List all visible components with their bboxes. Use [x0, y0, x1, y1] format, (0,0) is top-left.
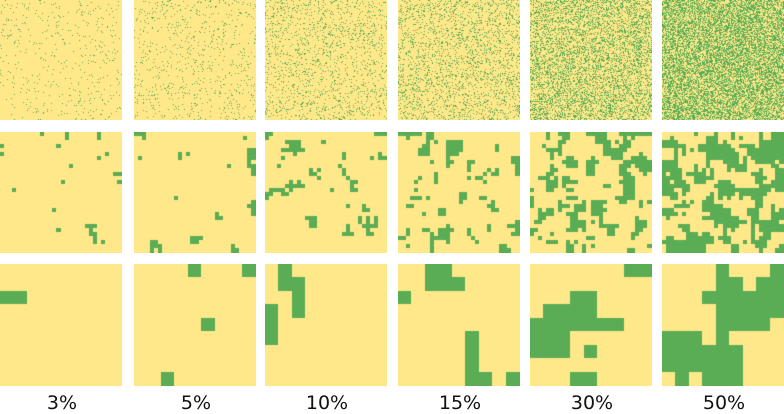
column-label-15pct: 15% — [438, 392, 482, 414]
panel-coarse-15pct — [398, 264, 520, 386]
cluster-map — [134, 264, 256, 386]
panel-medium-3pct — [0, 132, 122, 253]
cluster-map — [265, 132, 387, 253]
cluster-map — [662, 132, 784, 253]
cluster-map — [0, 264, 122, 386]
panel-fine-15pct — [398, 0, 520, 120]
cluster-map — [398, 264, 520, 386]
panel-fine-3pct — [0, 0, 122, 120]
cluster-map — [398, 132, 520, 253]
column-label-3pct: 3% — [46, 392, 78, 414]
panel-medium-15pct — [398, 132, 520, 253]
cluster-map — [0, 0, 122, 120]
cluster-map — [530, 132, 652, 253]
cluster-map — [662, 264, 784, 386]
panel-fine-5pct — [134, 0, 256, 120]
column-label-50pct: 50% — [702, 392, 746, 414]
cluster-map — [134, 0, 256, 120]
panel-medium-50pct — [662, 132, 784, 253]
column-label-5pct: 5% — [180, 392, 212, 414]
cluster-map — [265, 264, 387, 386]
panel-medium-30pct — [530, 132, 652, 253]
cluster-map — [398, 0, 520, 120]
panel-coarse-10pct — [265, 264, 387, 386]
panel-medium-5pct — [134, 132, 256, 253]
panel-fine-30pct — [530, 0, 652, 120]
column-label-10pct: 10% — [305, 392, 349, 414]
panel-coarse-50pct — [662, 264, 784, 386]
column-label-30pct: 30% — [570, 392, 614, 414]
panel-coarse-30pct — [530, 264, 652, 386]
panel-coarse-3pct — [0, 264, 122, 386]
cluster-map — [0, 132, 122, 253]
cluster-map — [530, 0, 652, 120]
panel-fine-50pct — [662, 0, 784, 120]
cluster-map — [265, 0, 387, 120]
cluster-map — [530, 264, 652, 386]
panel-fine-10pct — [265, 0, 387, 120]
cluster-map — [134, 132, 256, 253]
panel-medium-10pct — [265, 132, 387, 253]
panel-coarse-5pct — [134, 264, 256, 386]
cluster-map — [662, 0, 784, 120]
